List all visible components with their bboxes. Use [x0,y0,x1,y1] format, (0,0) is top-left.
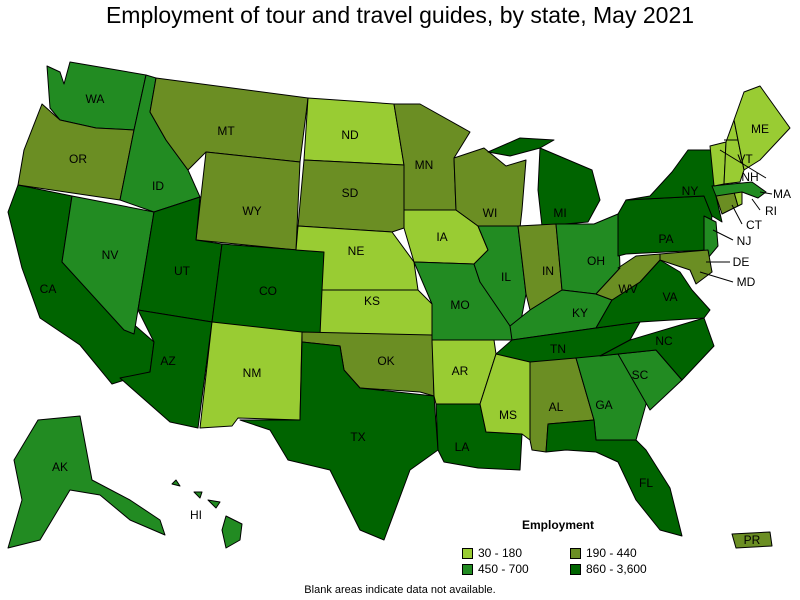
state-label-il: IL [501,270,511,284]
state-label-wy: WY [242,204,261,218]
leader-line-nh [719,149,767,179]
state-mt [149,77,309,171]
state-label-tx: TX [350,430,365,444]
legend-swatch [570,547,581,559]
state-label-md: MD [737,275,756,289]
state-label-oh: OH [587,254,605,268]
footnote: Blank areas indicate data not available. [304,584,496,596]
state-label-sd: SD [342,186,359,200]
legend-title: Employment [522,518,595,532]
state-label-fl: FL [639,476,653,490]
state-label-nh: NH [741,170,758,184]
legend-swatch [462,547,473,559]
legend-item: 860 - 3,600 [570,562,647,576]
state-label-ri: RI [765,204,777,218]
state-label-de: DE [733,255,750,269]
state-label-az: AZ [160,354,175,368]
state-wv [595,253,661,301]
state-label-ma: MA [773,187,791,201]
state-label-wa: WA [86,92,105,106]
state-tx [239,341,439,541]
state-ak [7,415,166,549]
state-label-ok: OK [377,354,394,368]
state-label-ct: CT [746,218,763,232]
state-label-ut: UT [174,264,191,278]
legend-item: 30 - 180 [462,546,522,560]
legend-item: 450 - 700 [462,562,529,576]
state-label-ky: KY [572,306,588,320]
state-label-ms: MS [499,408,517,422]
state-label-va: VA [662,290,677,304]
legend-item: 190 - 440 [570,546,637,560]
state-label-id: ID [152,179,164,193]
state-wi [453,147,527,229]
state-label-nc: NC [655,334,673,348]
leader-line-ma [759,191,773,195]
state-label-al: AL [549,400,564,414]
legend-label: 860 - 3,600 [586,562,647,576]
state-label-nd: ND [341,128,359,142]
leader-line-md [699,271,734,283]
state-hi [171,479,243,549]
state-label-mn: MN [415,158,434,172]
state-label-hi: HI [190,508,202,522]
state-label-sc: SC [632,368,649,382]
state-fl [545,419,683,537]
state-label-ca: CA [40,282,57,296]
state-label-tn: TN [550,342,566,356]
state-label-ne: NE [348,244,365,258]
state-label-mo: MO [450,298,469,312]
map-title: Employment of tour and travel guides, by… [105,2,695,28]
state-label-nv: NV [102,248,119,262]
state-label-pa: PA [658,232,673,246]
state-label-ak: AK [52,460,68,474]
state-label-ar: AR [452,364,469,378]
state-pa [617,195,713,257]
state-nj [703,215,719,259]
state-label-wi: WI [483,206,498,220]
legend-label: 450 - 700 [478,562,529,576]
state-label-ga: GA [595,398,612,412]
legend-label: 190 - 440 [586,546,637,560]
state-label-nj: NJ [737,234,752,248]
state-label-co: CO [259,284,277,298]
leader-line-nj [712,229,734,241]
state-nc [599,317,715,381]
state-label-wv: WV [618,282,637,296]
state-label-mi: MI [553,206,566,220]
state-wy [195,151,301,251]
state-label-ia: IA [436,230,447,244]
state-ma [711,181,767,199]
leader-line-ct [731,204,743,225]
state-label-nm: NM [243,366,262,380]
state-label-me: ME [751,122,769,136]
state-label-ks: KS [364,294,380,308]
state-label-pr: PR [744,533,761,547]
legend-swatch [462,563,473,575]
state-label-la: LA [455,440,470,454]
state-label-or: OR [69,152,87,166]
state-label-mt: MT [217,124,235,138]
state-label-vt: VT [737,152,753,166]
legend-swatch [570,563,581,575]
state-md [659,249,713,285]
state-label-ny: NY [682,184,699,198]
state-nh [723,119,745,185]
legend-label: 30 - 180 [478,546,523,560]
state-pr [731,531,773,549]
state-me [733,85,791,171]
state-nv [61,195,155,335]
state-sd [297,159,405,233]
state-mi [487,137,601,227]
leader-line-ri [751,198,761,211]
state-label-in: IN [542,264,554,278]
